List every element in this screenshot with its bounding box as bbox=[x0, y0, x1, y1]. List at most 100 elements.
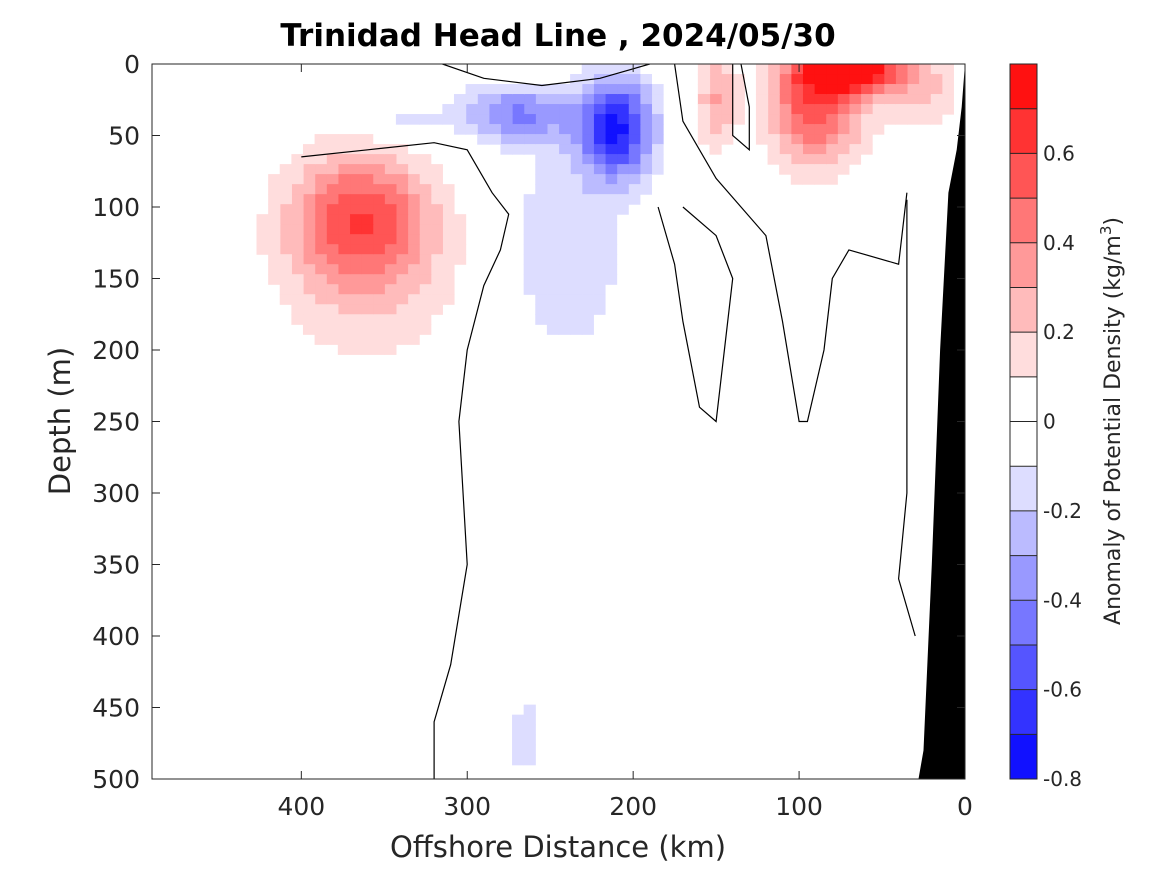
anomaly-cell bbox=[558, 284, 571, 295]
anomaly-cell bbox=[407, 254, 420, 265]
anomaly-cell bbox=[779, 154, 792, 165]
anomaly-cell bbox=[604, 134, 618, 145]
anomaly-cell bbox=[848, 104, 862, 115]
anomaly-cell bbox=[535, 284, 548, 295]
anomaly-cell bbox=[384, 224, 397, 235]
anomaly-cell bbox=[442, 224, 455, 235]
anomaly-cell bbox=[326, 134, 339, 145]
anomaly-cell bbox=[314, 284, 327, 295]
anomaly-cell bbox=[860, 144, 873, 155]
anomaly-cell bbox=[384, 204, 397, 215]
anomaly-cell bbox=[570, 244, 583, 255]
anomaly-cell bbox=[790, 134, 803, 145]
anomaly-cell bbox=[546, 204, 560, 215]
anomaly-cell bbox=[825, 114, 838, 125]
anomaly-cell bbox=[361, 294, 374, 305]
anomaly-cell bbox=[593, 264, 606, 275]
anomaly-cell bbox=[384, 194, 397, 205]
anomaly-cell bbox=[860, 114, 873, 125]
anomaly-cell bbox=[593, 104, 606, 115]
anomaly-cell bbox=[767, 74, 780, 85]
anomaly-cell bbox=[570, 314, 583, 325]
anomaly-cell bbox=[314, 144, 327, 155]
anomaly-cell bbox=[337, 244, 351, 255]
colorbar-tick-label: 0.4 bbox=[1043, 231, 1075, 255]
anomaly-cell bbox=[419, 254, 432, 265]
anomaly-cell bbox=[314, 134, 327, 145]
anomaly-cell bbox=[361, 154, 374, 165]
anomaly-cell bbox=[709, 104, 722, 115]
anomaly-cell bbox=[628, 194, 641, 205]
colorbar-band bbox=[1010, 287, 1037, 333]
anomaly-cell bbox=[639, 184, 653, 195]
anomaly-cell bbox=[453, 224, 467, 235]
anomaly-cell bbox=[558, 294, 571, 305]
anomaly-cell bbox=[349, 204, 362, 215]
anomaly-cell bbox=[790, 154, 803, 165]
anomaly-cell bbox=[337, 144, 351, 155]
colorbar-tick-label: -0.6 bbox=[1043, 678, 1082, 702]
anomaly-cell bbox=[546, 304, 560, 315]
anomaly-cell bbox=[825, 104, 838, 115]
anomaly-cell bbox=[558, 264, 571, 275]
anomaly-cell bbox=[407, 204, 420, 215]
anomaly-cell bbox=[918, 114, 931, 125]
chart-title: Trinidad Head Line , 2024/05/30 bbox=[280, 18, 835, 54]
anomaly-cell bbox=[279, 214, 292, 225]
anomaly-cell bbox=[697, 64, 711, 75]
anomaly-cell bbox=[639, 144, 653, 155]
zero-contour bbox=[674, 64, 908, 423]
anomaly-cell bbox=[268, 264, 281, 275]
anomaly-cell bbox=[767, 84, 780, 95]
anomaly-cell bbox=[535, 174, 548, 185]
anomaly-cell bbox=[941, 104, 954, 115]
anomaly-cell bbox=[883, 104, 896, 115]
anomaly-cell bbox=[384, 244, 397, 255]
anomaly-cell bbox=[860, 74, 873, 85]
anomaly-cell bbox=[628, 184, 641, 195]
anomaly-cell bbox=[628, 74, 641, 85]
x-axis-ticks: 400 300 200 100 0 bbox=[277, 64, 973, 821]
anomaly-cell bbox=[477, 84, 490, 95]
zero-contour bbox=[657, 206, 734, 423]
anomaly-cell bbox=[361, 264, 374, 275]
anomaly-cell bbox=[581, 214, 594, 225]
anomaly-cell bbox=[268, 234, 281, 245]
anomaly-cell bbox=[802, 104, 815, 115]
anomaly-cell bbox=[523, 94, 536, 105]
anomaly-cell bbox=[755, 114, 769, 125]
anomaly-cell bbox=[604, 244, 618, 255]
anomaly-cell bbox=[593, 94, 606, 105]
anomaly-cell bbox=[639, 74, 653, 85]
anomaly-cell bbox=[279, 224, 292, 235]
anomaly-cell bbox=[326, 154, 339, 165]
anomaly-cell bbox=[535, 264, 548, 275]
x-tick-label: 100 bbox=[775, 792, 823, 821]
anomaly-cell bbox=[721, 94, 734, 105]
anomaly-cell bbox=[302, 164, 316, 175]
anomaly-cell bbox=[825, 94, 838, 105]
anomaly-cell bbox=[453, 244, 467, 255]
x-axis-label: Offshore Distance (km) bbox=[390, 830, 726, 864]
anomaly-cell bbox=[512, 104, 525, 115]
anomaly-cell bbox=[453, 254, 467, 265]
anomaly-cell bbox=[628, 104, 641, 115]
anomaly-cell bbox=[372, 234, 385, 245]
anomaly-cell bbox=[453, 124, 467, 135]
anomaly-cell bbox=[639, 104, 653, 115]
anomaly-cell bbox=[941, 94, 954, 105]
anomaly-cell bbox=[825, 154, 838, 165]
anomaly-cell bbox=[546, 264, 560, 275]
anomaly-cell bbox=[337, 194, 351, 205]
anomaly-cell bbox=[767, 94, 780, 105]
anomaly-cell bbox=[802, 154, 815, 165]
anomaly-cell bbox=[361, 164, 374, 175]
anomaly-cell bbox=[779, 74, 792, 85]
anomaly-cell bbox=[802, 144, 815, 155]
anomaly-cell bbox=[930, 74, 943, 85]
anomaly-cell bbox=[268, 194, 281, 205]
anomaly-cell bbox=[337, 334, 351, 345]
anomaly-cell bbox=[419, 214, 432, 225]
anomaly-cell bbox=[895, 104, 908, 115]
anomaly-cell bbox=[755, 64, 769, 75]
